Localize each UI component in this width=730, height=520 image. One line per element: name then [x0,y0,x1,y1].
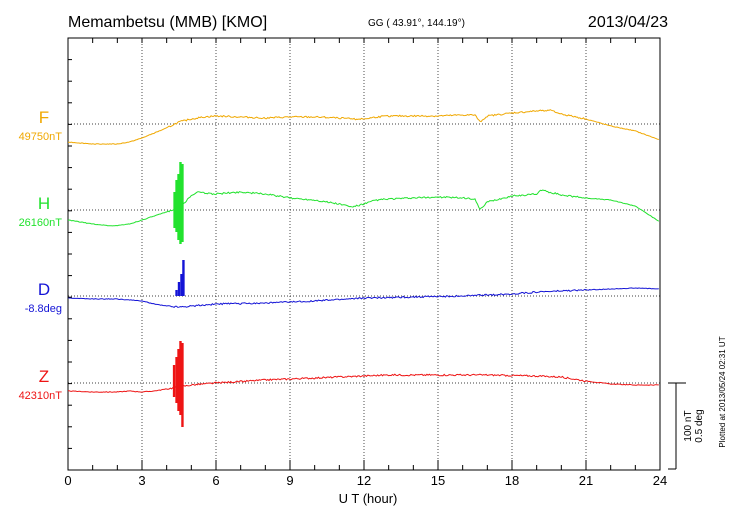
series-baseline-label-f: 49750nT [19,131,63,143]
series-baseline-label-h: 26160nT [19,217,63,229]
series-line-z [68,373,659,393]
x-tick-label: 18 [505,473,519,488]
series-line-f [68,109,659,145]
series-name-z: Z [39,367,49,386]
station-coordinates: GG ( 43.91°, 144.19°) [368,18,465,29]
series-labels: F 49750nT H 26160nT D -8.8deg Z 42310nT [19,108,63,402]
scale-bar-deg-label: 0.5 deg [694,409,705,442]
scale-bar-nt-label: 100 nT [683,410,694,441]
x-tick-label: 15 [431,473,445,488]
series-baseline-label-z: 42310nT [19,390,63,402]
x-tick-label: 0 [64,473,71,488]
x-axis-label: U T (hour) [339,491,398,506]
plotted-at-timestamp: Plotted at 2013/05/24 02:31 UT [718,336,727,447]
x-tick-label: 3 [138,473,145,488]
series-baseline-label-d: -8.8deg [25,303,62,315]
series-name-h: H [38,194,50,213]
x-axis-ticks: 0 3 6 9 12 15 18 21 24 [64,37,667,488]
grid-lines [141,38,587,470]
series-line-h [67,189,660,227]
x-tick-label: 21 [579,473,593,488]
scale-bar: 100 nT 0.5 deg [668,382,705,470]
x-tick-label: 24 [653,473,667,488]
x-tick-label: 9 [286,473,293,488]
x-tick-label: 6 [212,473,219,488]
plot-date: 2013/04/23 [588,14,668,31]
series-line-d [67,287,659,309]
series-name-f: F [39,108,49,127]
series-name-d: D [38,280,50,299]
x-tick-label: 12 [357,473,371,488]
series-group [67,109,660,427]
station-title: Memambetsu (MMB) [KMO] [68,14,267,31]
